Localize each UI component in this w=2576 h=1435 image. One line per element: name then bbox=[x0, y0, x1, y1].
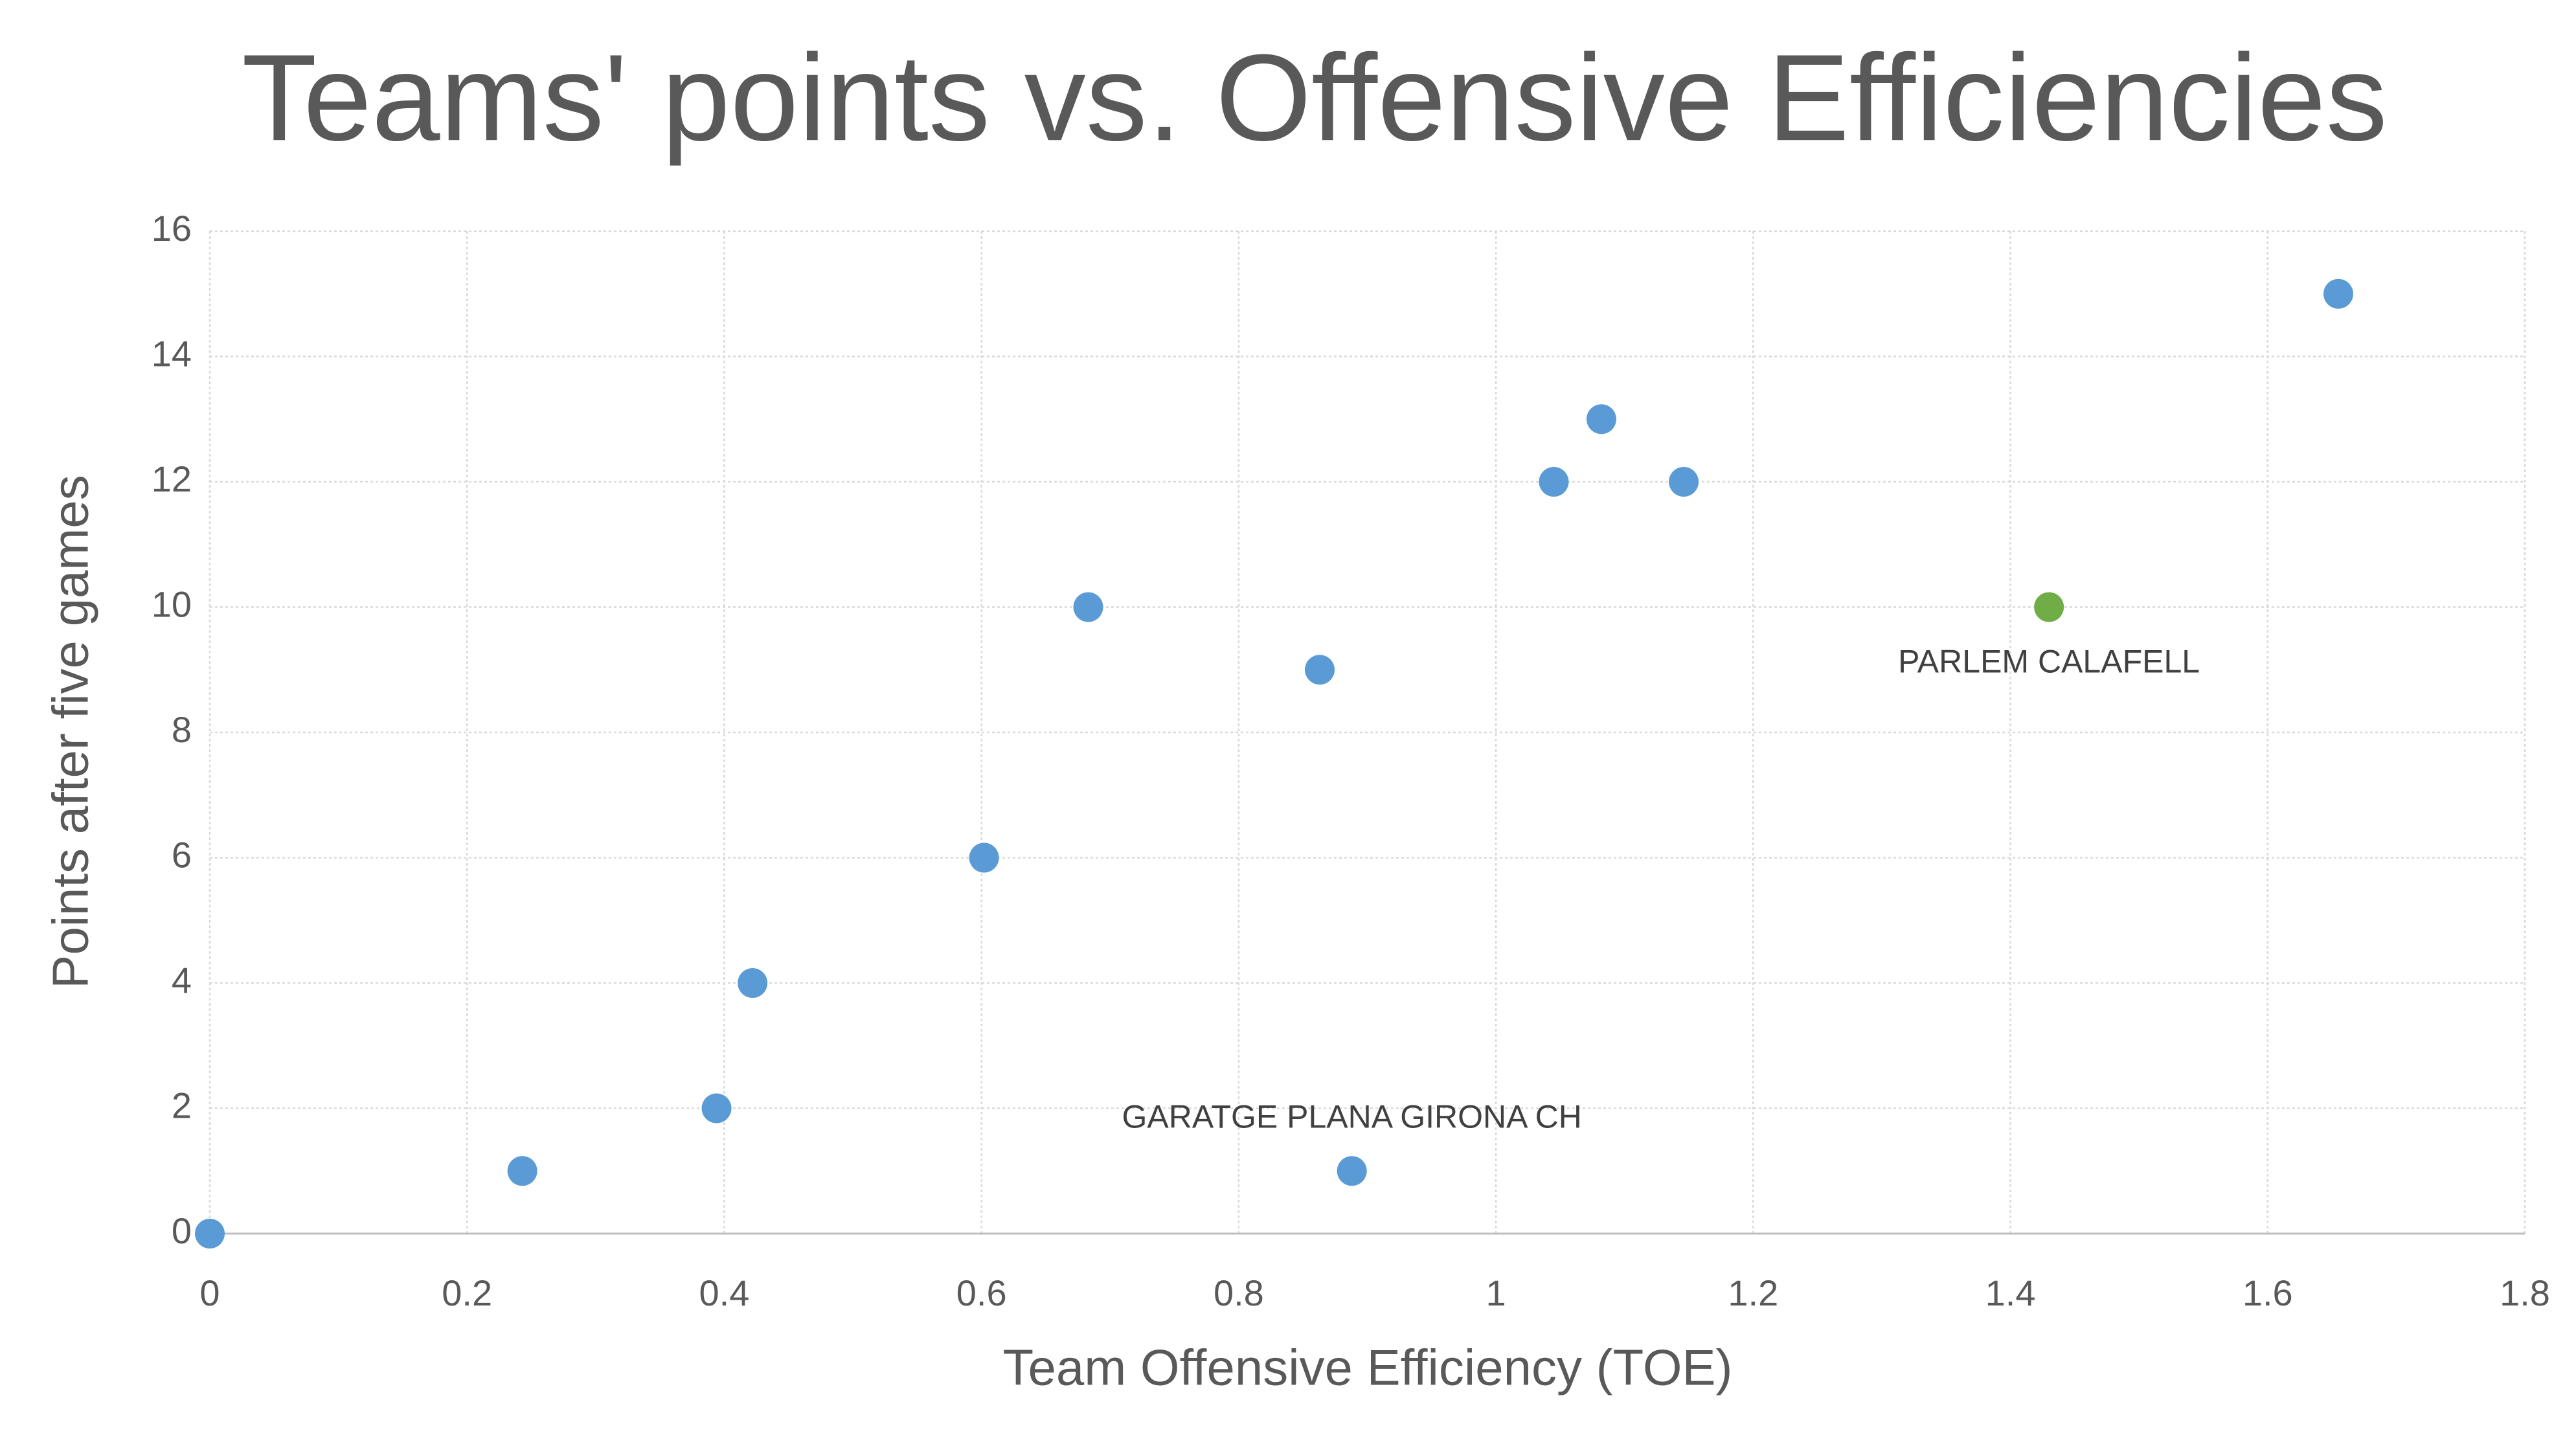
y-tick-label: 6 bbox=[172, 834, 192, 875]
x-tick-label: 0.4 bbox=[699, 1272, 750, 1313]
x-tick-label: 0.2 bbox=[442, 1272, 492, 1313]
point bbox=[1305, 655, 1335, 685]
point bbox=[2323, 278, 2354, 309]
y-tick-label: 14 bbox=[152, 333, 192, 374]
y-tick-label: 16 bbox=[152, 208, 192, 249]
x-tick-label: 1 bbox=[1486, 1272, 1506, 1313]
x-tick-label: 1.8 bbox=[2500, 1272, 2550, 1313]
x-tick-label: 0 bbox=[199, 1272, 220, 1313]
point bbox=[738, 968, 768, 998]
data-label: PARLEM CALAFELL bbox=[1898, 644, 2200, 680]
y-tick-label: 12 bbox=[152, 458, 192, 499]
y-tick-label: 2 bbox=[172, 1085, 192, 1125]
x-tick-label: 1.2 bbox=[1728, 1272, 1778, 1313]
point bbox=[1586, 404, 1616, 435]
y-tick-label: 10 bbox=[152, 583, 192, 624]
point bbox=[2034, 592, 2064, 622]
x-tick-label: 0.8 bbox=[1214, 1272, 1264, 1313]
data-label: GARATGE PLANA GIRONA CH bbox=[1122, 1098, 1581, 1135]
point bbox=[507, 1156, 537, 1186]
y-tick-label: 8 bbox=[172, 709, 192, 750]
y-tick-label: 4 bbox=[172, 960, 192, 1000]
point bbox=[1073, 592, 1103, 622]
x-tick-label: 1.6 bbox=[2243, 1272, 2293, 1313]
point bbox=[701, 1093, 732, 1124]
y-axis-title: Points after five games bbox=[42, 475, 99, 988]
y-tick-label: 0 bbox=[172, 1210, 192, 1251]
x-axis-title: Team Offensive Efficiency (TOE) bbox=[1002, 1339, 1732, 1396]
point bbox=[1337, 1156, 1367, 1186]
chart-title: Teams' points vs. Offensive Efficiencies bbox=[242, 29, 2388, 166]
point bbox=[1669, 467, 1699, 497]
point bbox=[969, 842, 999, 873]
point bbox=[1539, 467, 1569, 497]
x-tick-label: 1.4 bbox=[1985, 1272, 2036, 1313]
x-tick-label: 0.6 bbox=[956, 1272, 1007, 1313]
point bbox=[195, 1219, 225, 1249]
